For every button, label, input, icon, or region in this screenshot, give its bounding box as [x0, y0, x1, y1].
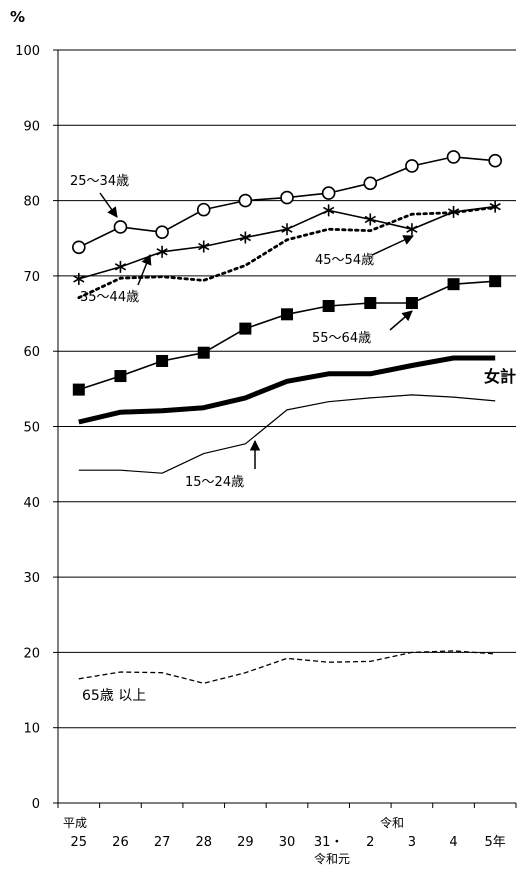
x-tick-9: 4: [449, 835, 457, 850]
label-45-54: 45～54歳: [315, 253, 374, 268]
asterisk-stroke: [489, 202, 501, 211]
label-65: 65歳 以上: [82, 688, 146, 704]
y-tick-0: 0: [32, 797, 40, 812]
x-tick-6: 31・: [314, 835, 344, 850]
label-25-34: 25～34歳: [70, 174, 129, 189]
x-tick-10: 5年: [485, 835, 506, 850]
point-1-2: [156, 245, 168, 258]
point-1-5: [281, 223, 293, 236]
y-tick-40: 40: [23, 496, 40, 511]
asterisk-stroke: [447, 208, 460, 216]
point-3-7: [364, 297, 377, 310]
y-unit-label: %: [10, 8, 25, 26]
point-1-4: [239, 231, 251, 244]
asterisk-stroke: [281, 225, 293, 233]
point-3-6: [322, 300, 335, 313]
arrow-45-54: [371, 235, 414, 256]
point-3-9: [447, 278, 460, 291]
asterisk-stroke: [364, 215, 376, 224]
x-tick-3: 28: [195, 835, 212, 850]
point-3-5: [281, 308, 293, 321]
point-1-7: [364, 213, 376, 226]
asterisk-stroke: [156, 248, 168, 256]
asterisk-stroke: [323, 206, 335, 215]
point-0-0: [72, 240, 86, 255]
point-0-5: [280, 190, 294, 205]
x-reiwa-gannen: 令和元: [314, 851, 350, 866]
point-3-0: [72, 383, 85, 396]
point-0-4: [238, 193, 253, 208]
series-line-5: [78, 394, 496, 474]
y-tick-90: 90: [23, 119, 40, 134]
x-tick-4: 29: [237, 835, 254, 850]
x-tick-labels: 25 26 27 28 29 30 31・ 2 3 4 5年: [71, 835, 506, 850]
asterisk-stroke: [239, 233, 251, 242]
series-line-1: [78, 205, 496, 280]
arrow-35-44: [137, 254, 152, 286]
y-tick-60: 60: [23, 345, 40, 360]
arrow-55-64: [389, 310, 413, 331]
point-3-8: [405, 297, 418, 310]
gridlines: [58, 49, 516, 729]
point-3-10: [489, 275, 502, 288]
series-line-4: [78, 355, 496, 425]
y-tick-80: 80: [23, 195, 40, 210]
point-3-1: [114, 370, 127, 383]
x-tick-1: 26: [112, 835, 129, 850]
series-lines: [77, 156, 497, 684]
point-1-6: [323, 204, 335, 217]
series-line-6: [78, 650, 496, 684]
point-3-4: [239, 322, 252, 335]
point-3-3: [197, 346, 210, 359]
point-1-0: [73, 272, 85, 285]
asterisk-stroke: [73, 275, 85, 283]
point-0-3: [196, 202, 211, 217]
annotations: 25～34歳 35～44歳 45～54歳 55～64歳 女計 15～24歳 65…: [70, 174, 516, 704]
label-total: 女計: [484, 367, 516, 386]
point-0-6: [321, 186, 336, 200]
point-0-7: [363, 176, 378, 191]
y-tick-70: 70: [23, 270, 40, 285]
point-0-2: [155, 225, 169, 240]
y-tick-30: 30: [23, 571, 40, 586]
point-0-8: [405, 159, 419, 173]
y-tick-100: 100: [15, 44, 40, 59]
x-tick-0: 25: [71, 835, 88, 850]
point-3-2: [156, 354, 169, 367]
arrow-25-34: [99, 192, 118, 218]
x-tick-2: 27: [154, 835, 171, 850]
point-1-9: [447, 205, 460, 218]
y-tick-20: 20: [23, 646, 40, 661]
asterisk-stroke: [114, 263, 127, 271]
series-line-2: [77, 205, 497, 300]
label-55-64: 55～64歳: [312, 331, 371, 346]
asterisk-stroke: [198, 242, 210, 251]
point-1-10: [489, 200, 501, 213]
point-0-1: [113, 220, 128, 234]
label-35-44: 35～44歳: [80, 290, 139, 305]
point-0-10: [488, 153, 502, 168]
point-1-3: [198, 240, 210, 253]
series-markers: [72, 150, 502, 396]
asterisk-stroke: [406, 225, 418, 233]
series-line-3: [78, 280, 496, 391]
label-15-24: 15～24歳: [185, 475, 244, 490]
y-tick-50: 50: [23, 421, 40, 436]
y-tick-labels: 0 10 20 30 40 50 60 70 80 90 100: [15, 44, 40, 812]
x-tick-8: 3: [408, 835, 416, 850]
point-0-9: [446, 150, 461, 164]
y-tick-10: 10: [23, 722, 40, 737]
x-era-reiwa: 令和: [380, 815, 404, 830]
point-1-1: [114, 260, 127, 273]
x-tick-7: 2: [366, 835, 374, 850]
axes: [53, 49, 517, 808]
x-tick-5: 30: [279, 835, 296, 850]
point-1-8: [406, 223, 418, 236]
x-era-heisei: 平成: [63, 816, 87, 830]
